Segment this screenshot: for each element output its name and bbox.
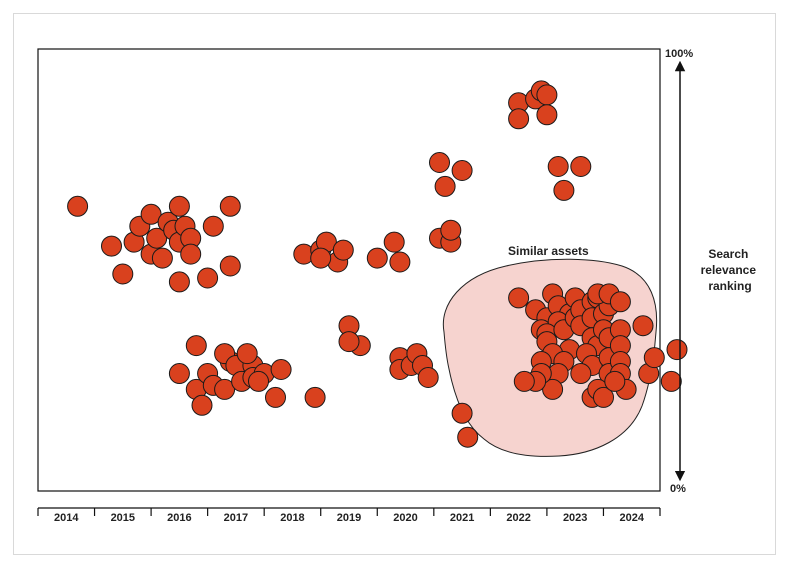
data-point [304, 386, 326, 408]
data-point [168, 271, 190, 293]
data-point [214, 378, 236, 400]
y-axis-label-line-3: ranking [708, 279, 751, 293]
data-point [643, 347, 665, 369]
data-point [632, 315, 654, 337]
data-point [185, 335, 207, 357]
data-point [604, 370, 626, 392]
data-point [508, 287, 530, 309]
data-point [666, 339, 688, 361]
x-tick-label: 2023 [563, 512, 587, 524]
data-point [451, 402, 473, 424]
data-point [553, 179, 575, 201]
data-point [660, 370, 682, 392]
chart-frame: Similar assets 2014 2015 2016 2017 2018 2019 2… [13, 13, 776, 555]
relevance-scatter-chart: Similar assets 2014 2015 2016 2017 2018 2019 2… [37, 48, 760, 524]
x-tick-label: 2016 [167, 512, 191, 524]
data-point [191, 394, 213, 416]
data-point [112, 263, 134, 285]
data-point [168, 363, 190, 384]
data-point [265, 386, 286, 408]
data-point [417, 367, 439, 388]
data-point [270, 359, 292, 380]
y-axis-bottom-label: 0% [670, 483, 686, 495]
y-axis-label-line-1: Search [708, 247, 748, 261]
data-point [180, 243, 202, 265]
x-tick-label: 2019 [337, 512, 361, 524]
highlight-label: Similar assets [508, 244, 589, 258]
plot-area [37, 48, 661, 492]
data-point [570, 363, 592, 384]
data-point [593, 386, 614, 408]
data-point [542, 378, 564, 400]
x-tick-label: 2020 [393, 512, 417, 524]
data-point [151, 247, 173, 269]
data-point [332, 239, 354, 261]
data-point [168, 195, 190, 217]
data-point [570, 156, 592, 177]
data-point [219, 195, 241, 217]
data-point [536, 104, 558, 126]
data-point [383, 231, 405, 253]
data-point [67, 195, 89, 217]
x-tick-label: 2022 [506, 512, 530, 524]
y-axis-label: Search relevance ranking [701, 247, 760, 293]
data-point [101, 235, 122, 257]
data-point [366, 247, 388, 269]
data-point [508, 108, 530, 130]
y-axis-top-label: 100% [665, 48, 693, 60]
data-point [202, 215, 224, 237]
data-point [248, 370, 269, 392]
data-point [513, 370, 535, 392]
data-point [434, 175, 456, 197]
data-point [457, 426, 479, 448]
data-point [609, 291, 631, 313]
data-point [140, 203, 162, 225]
data-point [146, 227, 168, 249]
x-axis-ticks: 2014 2015 2016 2017 2018 2019 2020 2021 2022 2023… [37, 508, 661, 524]
x-tick-label: 2017 [224, 512, 248, 524]
x-tick-label: 2021 [450, 512, 474, 524]
data-point [310, 247, 332, 269]
data-point [338, 331, 360, 353]
x-tick-label: 2018 [280, 512, 304, 524]
data-point [197, 267, 219, 289]
data-point [389, 251, 411, 273]
data-point [236, 343, 258, 365]
x-tick-label: 2014 [54, 512, 79, 524]
data-point [429, 152, 450, 173]
x-tick-label: 2015 [111, 512, 135, 524]
data-points [67, 80, 688, 448]
data-point [536, 84, 558, 106]
data-point [440, 219, 462, 241]
y-axis-label-line-2: relevance [701, 263, 757, 277]
x-tick-label: 2024 [619, 512, 644, 524]
data-point [547, 156, 569, 177]
data-point [219, 255, 241, 277]
data-point [451, 160, 473, 181]
